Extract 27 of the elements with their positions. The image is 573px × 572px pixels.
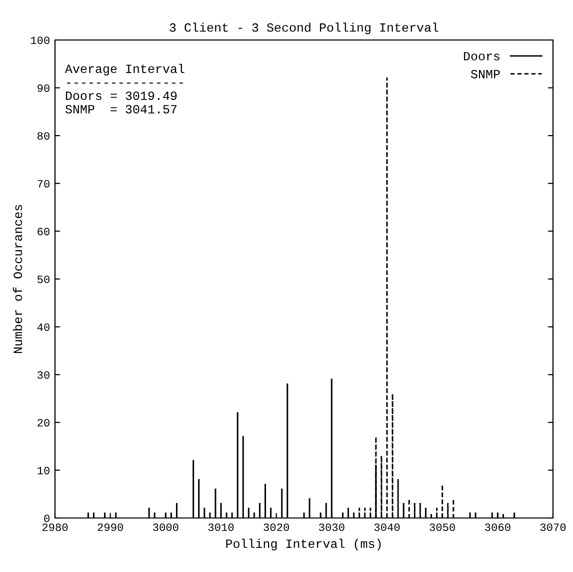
x-tick-label: 3010 bbox=[208, 523, 234, 532]
y-tick-label: 100 bbox=[30, 36, 50, 44]
legend-label: Doors bbox=[464, 52, 500, 60]
annotation: Average Interval ---------------- Doors = 3019.49 SNMP = 3041.57 bbox=[64, 64, 184, 114]
x-axis-title: Polling Interval (ms) bbox=[226, 538, 381, 550]
y-tick-label: 20 bbox=[38, 418, 50, 427]
y-tick-label: 60 bbox=[38, 228, 50, 236]
y-tick-label: 40 bbox=[37, 323, 50, 331]
x-tick-label: 3040 bbox=[374, 523, 400, 532]
y-tick-label: 80 bbox=[38, 132, 50, 140]
y-tick-label: 50 bbox=[37, 276, 50, 284]
x-tick-label: 3000 bbox=[153, 523, 178, 532]
x-tick-label: 2990 bbox=[98, 523, 123, 532]
y-tick-label: 30 bbox=[37, 371, 50, 379]
y-tick-label: 90 bbox=[38, 84, 50, 92]
y-tick-label: 10 bbox=[38, 466, 50, 474]
x-tick-label: 3020 bbox=[264, 523, 289, 532]
y-tick-label: 0 bbox=[44, 514, 50, 522]
chart-title: 3 Client - 3 Second Polling Interval bbox=[170, 22, 438, 34]
x-tick-label: 3060 bbox=[485, 523, 510, 532]
x-tick-label: 3070 bbox=[540, 523, 566, 532]
y-tick-label: 70 bbox=[38, 180, 50, 188]
x-tick-label: 3030 bbox=[319, 523, 344, 532]
legend-label: SNMP bbox=[470, 70, 500, 78]
x-tick-label: 2980 bbox=[42, 523, 68, 532]
y-axis-title: Number of Occurances bbox=[12, 205, 22, 354]
x-tick-label: 3050 bbox=[430, 523, 455, 532]
